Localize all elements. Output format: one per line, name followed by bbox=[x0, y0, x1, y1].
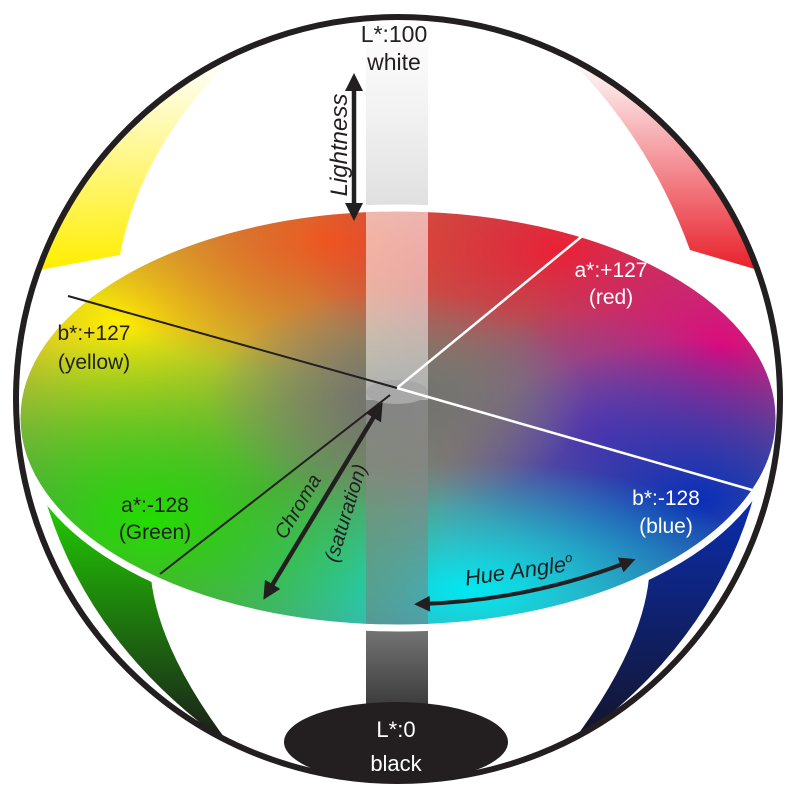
green-band bbox=[40, 480, 230, 745]
top-lightness-name: white bbox=[366, 49, 421, 75]
hue-angle-arrow bbox=[414, 557, 636, 612]
yellow-band bbox=[40, 60, 230, 270]
green-axis-value: a*:-128 bbox=[121, 494, 189, 517]
blue-band bbox=[570, 480, 758, 745]
lightness-label: Lightness bbox=[326, 94, 353, 197]
red-axis-value: a*:+127 bbox=[575, 259, 648, 282]
bottom-lightness-value: L*:0 bbox=[376, 717, 415, 742]
bottom-lightness-name: black bbox=[370, 751, 422, 776]
yellow-axis-name: (yellow) bbox=[58, 351, 130, 374]
blue-axis-value: b*:-128 bbox=[632, 487, 700, 510]
blue-axis-name: (blue) bbox=[639, 515, 693, 538]
black-base bbox=[284, 702, 508, 782]
yellow-axis-line bbox=[67, 295, 398, 389]
red-band bbox=[570, 60, 758, 270]
green-axis-name: (Green) bbox=[119, 521, 191, 544]
red-axis-name: (red) bbox=[589, 286, 633, 309]
column-cap bbox=[366, 380, 428, 404]
blue-axis-line bbox=[396, 386, 753, 492]
red-axis-line bbox=[396, 227, 593, 389]
yellow-axis-value: b*:+127 bbox=[58, 322, 131, 345]
lightness-column-top bbox=[366, 14, 428, 234]
chroma-arrow bbox=[263, 402, 383, 600]
sphere-bands bbox=[40, 60, 758, 745]
top-lightness-value: L*:100 bbox=[361, 21, 428, 47]
